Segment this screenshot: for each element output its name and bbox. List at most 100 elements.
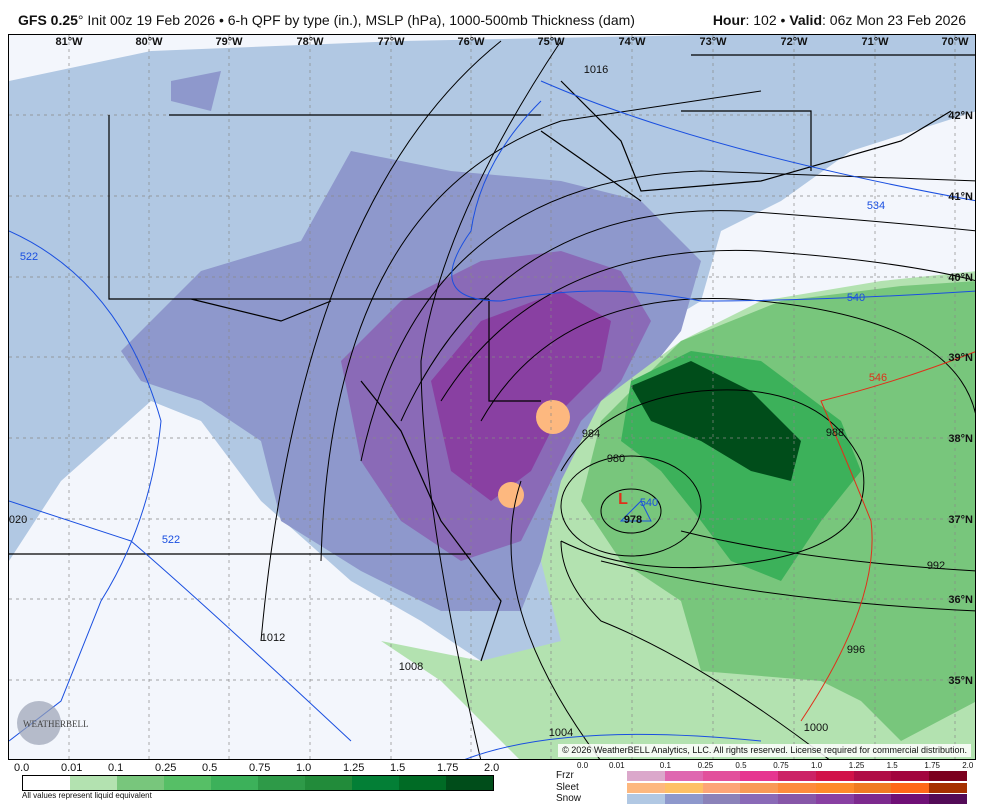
isobar-label: 980 <box>607 453 625 465</box>
svg-text:WEATHERBELL: WEATHERBELL <box>23 719 89 729</box>
ptype-color-swatch <box>702 794 741 804</box>
ptype-tick-label: 1.25 <box>848 761 865 770</box>
lon-label: 78°W <box>296 36 324 48</box>
lat-label: 37°N <box>948 514 973 526</box>
isobar-label: 1012 <box>261 632 285 644</box>
lon-label: 71°W <box>861 36 889 48</box>
weather-map: 81°W 80°W 79°W 78°W 77°W 76°W 75°W 74°W … <box>8 34 976 760</box>
ptype-color-swatch <box>815 771 854 781</box>
lat-label: 35°N <box>948 675 973 687</box>
liquid-equivalent-note: All values represent liquid equivalent <box>22 791 152 800</box>
ptype-color-swatch <box>740 794 779 804</box>
rain-tick-label: 1.0 <box>296 762 312 774</box>
rain-colorbar <box>22 775 494 791</box>
rain-tick-label: 0.1 <box>108 762 124 774</box>
lon-label: 79°W <box>215 36 243 48</box>
thickness-label: 522 <box>162 534 180 546</box>
lat-label: 41°N <box>948 191 973 203</box>
sleet-area <box>536 400 570 434</box>
rain-color-swatch <box>117 776 164 790</box>
lon-label: 73°W <box>699 36 727 48</box>
ptype-tick-label: 0.5 <box>735 761 747 770</box>
rain-tick-label: 1.25 <box>343 762 365 774</box>
isobar-label: 1008 <box>399 661 423 673</box>
isobar-label: 996 <box>847 644 865 656</box>
ptype-color-swatch <box>664 782 703 793</box>
ptype-color-swatch <box>891 782 930 793</box>
rain-color-swatch <box>70 776 117 790</box>
ptype-color-swatch <box>778 794 816 804</box>
ptype-tick-label: 0.25 <box>697 761 714 770</box>
ptype-tick-label: 0.1 <box>659 761 671 770</box>
isobar-label: 1020 <box>9 514 27 526</box>
isobar-labels: 1016 988 980 984 978 992 1012 996 1008 1… <box>9 64 945 739</box>
ptype-color-swatch <box>815 794 854 804</box>
valid-time: Hour: 102 • Valid: 06z Mon 23 Feb 2026 <box>712 12 966 28</box>
ptype-tick-label: 1.5 <box>886 761 898 770</box>
ptype-color-swatch <box>853 771 892 781</box>
rain-heaviest-region <box>631 361 801 481</box>
thickness-label-546: 546 <box>869 372 887 384</box>
rain-color-swatch <box>399 776 446 790</box>
ptype-tick-label: 1.0 <box>811 761 823 770</box>
ptype-color-swatch <box>815 782 854 793</box>
ptype-color-swatch <box>891 794 930 804</box>
thickness-lines <box>9 80 975 759</box>
low-pressure-value: 978 <box>624 514 642 526</box>
ptype-tick-label: 2.0 <box>962 761 974 770</box>
ptype-color-swatch <box>664 771 703 781</box>
lon-label: 81°W <box>55 36 83 48</box>
thickness-label: 534 <box>867 200 885 212</box>
lat-label: 38°N <box>948 433 973 445</box>
longitude-labels: 81°W 80°W 79°W 78°W 77°W 76°W 75°W 74°W … <box>55 36 969 48</box>
latitude-labels: 42°N 41°N 40°N 39°N 38°N 37°N 36°N 35°N <box>948 110 973 687</box>
thickness-label: 540 <box>640 497 658 509</box>
lon-label: 77°W <box>377 36 405 48</box>
rain-tick-label: 1.5 <box>390 762 406 774</box>
sleet-area <box>498 482 524 508</box>
ptype-color-swatch <box>702 771 741 781</box>
low-pressure-marker: L <box>618 491 628 508</box>
lon-label: 75°W <box>537 36 565 48</box>
ptype-color-swatch <box>778 771 816 781</box>
ptype-color-swatch <box>778 782 816 793</box>
isobars <box>260 40 975 759</box>
ptype-colorbar-sleet <box>627 782 968 793</box>
rain-tick-label: 1.75 <box>437 762 459 774</box>
isobar-label: 1016 <box>584 64 608 76</box>
ptype-color-swatch <box>627 771 665 781</box>
rain-color-swatch <box>305 776 352 790</box>
ptype-tick-label: 1.75 <box>924 761 940 770</box>
isobar-label: 992 <box>927 560 945 572</box>
copyright-notice: © 2026 WeatherBELL Analytics, LLC. All r… <box>558 744 971 757</box>
isobar-label: 984 <box>582 428 600 440</box>
ptype-color-swatch <box>891 771 930 781</box>
thickness-label: 522 <box>20 251 38 263</box>
ptype-color-swatch <box>664 794 703 804</box>
ptype-tick-label: 0.01 <box>609 761 625 770</box>
ptype-color-swatch <box>627 782 665 793</box>
state-borders <box>9 54 975 662</box>
ptype-color-swatch <box>853 794 892 804</box>
thickness-546-line <box>800 351 975 722</box>
ptype-color-swatch <box>740 771 779 781</box>
map-svg: 81°W 80°W 79°W 78°W 77°W 76°W 75°W 74°W … <box>9 35 975 759</box>
chart-title: GFS 0.25° Init 00z 19 Feb 2026 • 6-h QPF… <box>18 12 635 28</box>
thickness-label: 540 <box>847 292 865 304</box>
ptype-color-swatch <box>702 782 741 793</box>
rain-color-swatch <box>352 776 399 790</box>
ptype-color-swatch <box>929 794 968 804</box>
ptype-label-snow: Snow <box>556 793 582 804</box>
isobar-label: 988 <box>826 427 844 439</box>
rain-color-swatch <box>211 776 258 790</box>
ptype-color-swatch <box>853 782 892 793</box>
snow-heaviest-region <box>431 291 611 501</box>
ptype-colorbar-frzr <box>627 771 968 781</box>
lat-label: 42°N <box>948 110 973 122</box>
lat-label: 40°N <box>948 272 973 284</box>
ptype-color-swatch <box>929 782 968 793</box>
ptype-color-swatch <box>740 782 779 793</box>
thickness-labels: 534 522 540 540 522 <box>20 200 885 546</box>
rain-tick-label: 0.25 <box>155 762 177 774</box>
rain-color-swatch <box>258 776 305 790</box>
